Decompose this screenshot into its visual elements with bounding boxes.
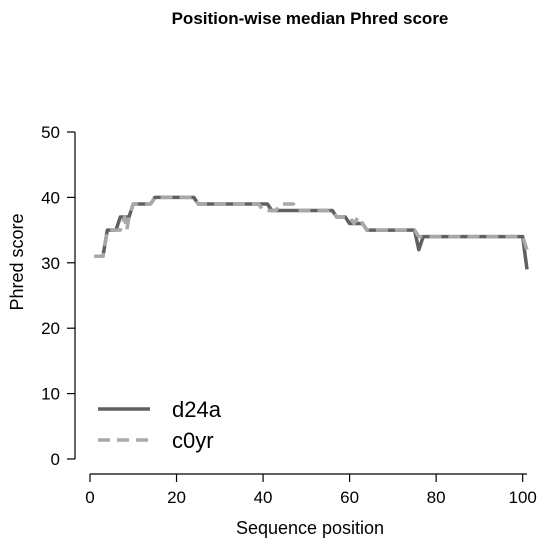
y-tick-label: 40 (41, 188, 60, 207)
legend-label-d24a: d24a (172, 397, 222, 422)
x-tick-label: 0 (85, 488, 94, 507)
y-ticks: 0 10 20 30 40 50 (41, 123, 75, 469)
series-line-d24a (94, 195, 529, 270)
y-tick-label: 20 (41, 319, 60, 338)
legend: d24a c0yr (98, 397, 222, 453)
series-lines (94, 195, 529, 270)
y-tick-label: 50 (41, 123, 60, 142)
y-tick-label: 30 (41, 254, 60, 273)
x-tick-label: 20 (167, 488, 186, 507)
series-line-c0yr (94, 195, 529, 259)
x-ticks: 0 20 40 60 80 100 (85, 474, 537, 507)
y-axis-label: Phred score (7, 213, 27, 310)
x-tick-label: 60 (340, 488, 359, 507)
x-tick-label: 100 (508, 488, 536, 507)
legend-label-c0yr: c0yr (172, 428, 214, 453)
x-tick-label: 80 (427, 488, 446, 507)
chart-title: Position-wise median Phred score (172, 9, 449, 28)
x-axis-label: Sequence position (236, 518, 384, 538)
y-tick-label: 10 (41, 385, 60, 404)
y-tick-label: 0 (51, 450, 60, 469)
x-tick-label: 40 (254, 488, 273, 507)
